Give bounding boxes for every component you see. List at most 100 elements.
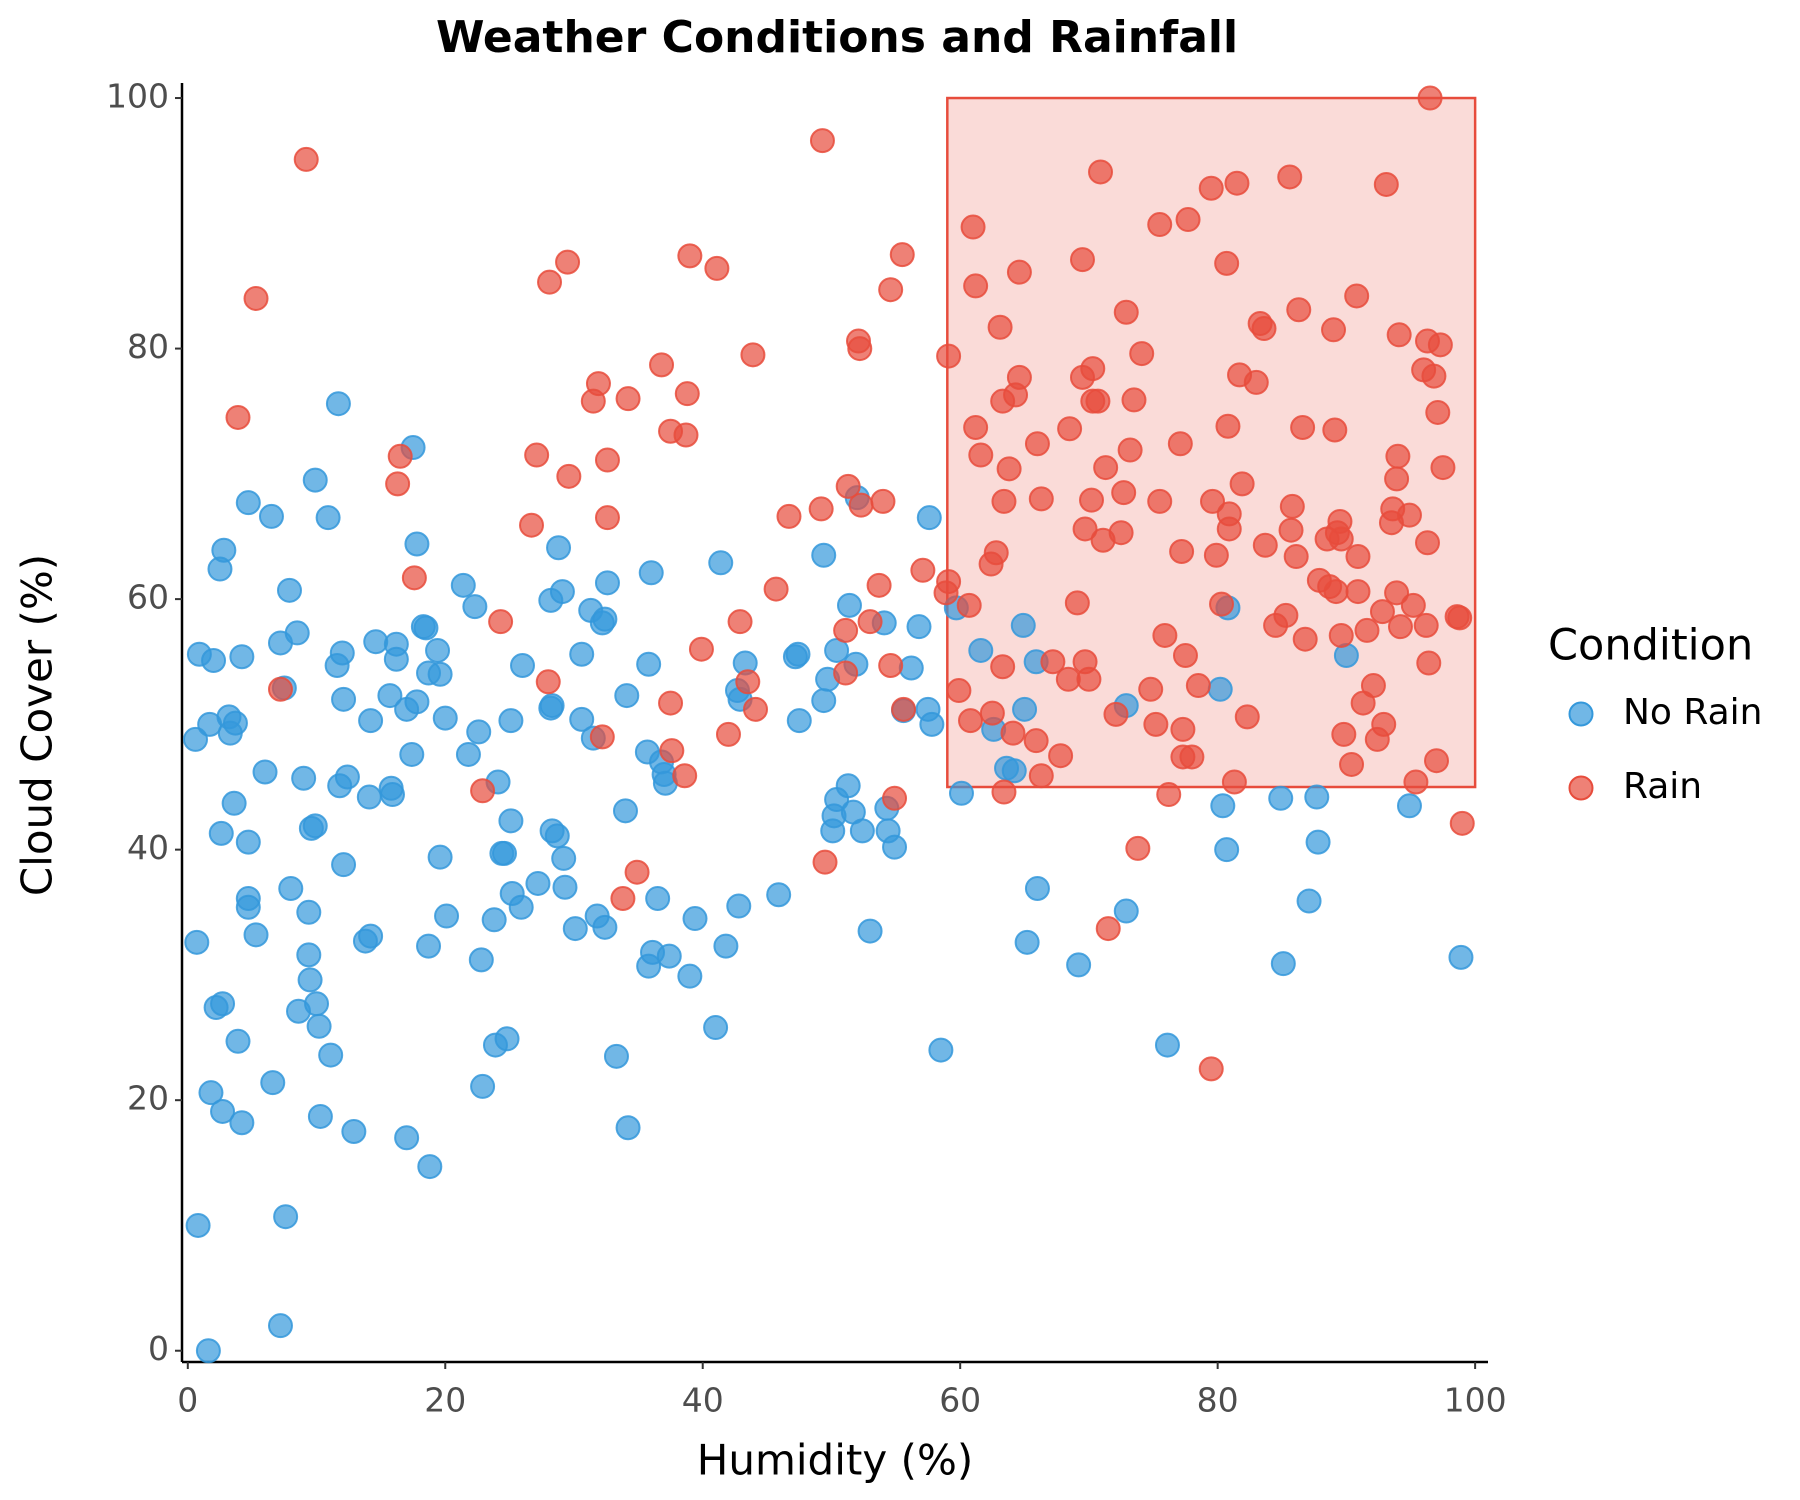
point (243, 922, 269, 948)
point (615, 1115, 641, 1141)
point (812, 849, 838, 875)
point (811, 688, 837, 714)
point (1064, 590, 1090, 616)
series-1 (225, 85, 1475, 1082)
point (498, 808, 524, 834)
point (225, 1028, 251, 1054)
point (1354, 617, 1380, 643)
point (1200, 488, 1226, 514)
point (1322, 417, 1348, 443)
point (1028, 486, 1054, 512)
point (544, 823, 570, 849)
point (434, 903, 460, 929)
point (1069, 247, 1095, 273)
point (1172, 642, 1198, 668)
point (656, 943, 682, 969)
point (331, 852, 357, 878)
point (1048, 743, 1074, 769)
point (1413, 612, 1439, 638)
point (933, 580, 959, 606)
point (1290, 414, 1316, 440)
point (267, 1313, 293, 1339)
point (1012, 696, 1038, 722)
point (1373, 171, 1399, 197)
point (225, 404, 251, 430)
point (334, 764, 360, 790)
point (1427, 332, 1453, 358)
point (786, 708, 812, 734)
point (229, 644, 255, 670)
point (946, 678, 972, 704)
point (727, 609, 753, 635)
point (556, 463, 582, 489)
point (1000, 720, 1026, 746)
point (1095, 916, 1121, 942)
point (1384, 466, 1410, 492)
point (537, 269, 563, 295)
point (404, 531, 430, 557)
point (1108, 520, 1134, 546)
point (1024, 875, 1050, 901)
point (833, 617, 859, 643)
point (358, 708, 384, 734)
point (413, 615, 439, 641)
point (416, 933, 442, 959)
point (891, 696, 917, 722)
point (307, 1103, 333, 1129)
point (325, 391, 351, 417)
x-tick-label: 0 (177, 1381, 198, 1420)
point (1430, 455, 1456, 481)
point (1040, 649, 1066, 675)
point (470, 1073, 496, 1099)
point (210, 1098, 236, 1124)
y-tick-label: 80 (127, 327, 169, 366)
point (847, 336, 873, 362)
point (427, 844, 453, 870)
point (210, 991, 236, 1017)
point (1057, 416, 1083, 442)
point (835, 473, 861, 499)
legend-marker (1568, 775, 1594, 801)
point (836, 592, 862, 618)
point (525, 870, 551, 896)
point (1055, 666, 1081, 692)
point (658, 690, 684, 716)
point (425, 637, 451, 663)
point (1384, 580, 1410, 606)
point (481, 907, 507, 933)
point (870, 488, 896, 514)
point (763, 576, 789, 602)
point (585, 371, 611, 397)
x-tick-label: 40 (682, 1381, 724, 1420)
point (284, 620, 310, 646)
point (1214, 250, 1240, 276)
point (857, 918, 883, 944)
point (524, 442, 550, 468)
point (562, 916, 588, 942)
point (552, 874, 578, 900)
point (866, 572, 892, 598)
point (1203, 542, 1229, 568)
point (1125, 835, 1151, 861)
point (1425, 399, 1451, 425)
point (849, 818, 875, 844)
point (1283, 544, 1309, 570)
point (1221, 769, 1247, 795)
point (898, 655, 924, 681)
point (713, 933, 739, 959)
point (708, 550, 734, 576)
point (1207, 676, 1233, 702)
point (1424, 748, 1450, 774)
point (229, 1110, 255, 1136)
point (809, 128, 835, 154)
point (991, 488, 1017, 514)
point (857, 609, 883, 635)
x-tick-label: 100 (1444, 1381, 1507, 1420)
point (1088, 159, 1114, 185)
point (427, 661, 453, 687)
point (1278, 517, 1304, 543)
point (592, 606, 618, 632)
point (1143, 711, 1169, 737)
point (1121, 387, 1147, 413)
point (833, 660, 859, 686)
